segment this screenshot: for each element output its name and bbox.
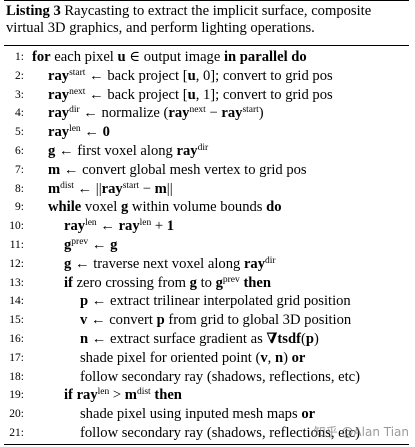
line-code: raynext ← back project [u, 1]; convert t… (48, 86, 333, 103)
line-number: 13: (9, 276, 24, 289)
watermark: 知乎 @Alan Tian (313, 425, 409, 439)
line-code: if raylen > mdist then (64, 387, 182, 404)
line-code: for each pixel u ∈ output image in paral… (32, 49, 307, 65)
line-number: 2: (15, 69, 24, 82)
line-code: raydir ← normalize (raynext − raystart) (48, 105, 264, 122)
line-number: 9: (15, 201, 24, 214)
line-number: 20: (9, 408, 24, 421)
line-number: 16: (9, 333, 24, 345)
line-number: 18: (9, 370, 24, 383)
listing-caption: Listing 3 Raycasting to extract the impl… (6, 3, 408, 37)
line-number: 4: (15, 107, 24, 120)
line-number: 11: (9, 239, 24, 251)
line-number: 1: (15, 51, 24, 63)
line-number: 17: (9, 351, 24, 364)
caption-rule (4, 45, 409, 46)
line-code: p ← extract trilinear interpolated grid … (80, 293, 351, 310)
line-number: 5: (15, 126, 24, 139)
line-number: 12: (9, 257, 24, 270)
line-number: 21: (9, 427, 24, 439)
line-number: 7: (15, 163, 24, 176)
line-code: if zero crossing from g to gprev then (64, 274, 272, 291)
listing-caption-text: Raycasting to extract the implicit surfa… (6, 3, 372, 36)
line-code: n ← extract surface gradient as ∇tsdf(p) (80, 331, 319, 347)
line-code: mdist ← ||raystart − m|| (48, 180, 173, 197)
line-number: 8: (15, 182, 24, 195)
line-number: 15: (9, 314, 24, 327)
line-number: 10: (9, 220, 24, 233)
line-number: 3: (15, 88, 24, 101)
line-code: raystart ← back project [u, 0]; convert … (48, 67, 333, 84)
line-number: 14: (9, 295, 24, 308)
line-code: g ← first voxel along raydir (48, 143, 209, 159)
line-code: gprev ← g (64, 237, 118, 253)
line-code: raylen ← raylen + 1 (64, 218, 175, 235)
line-code: raylen ← 0 (48, 124, 110, 141)
line-number: 19: (9, 389, 24, 402)
line-number: 6: (15, 145, 24, 157)
listing-label: Listing 3 (6, 3, 61, 19)
line-code: v ← convert p from grid to global 3D pos… (80, 312, 352, 329)
line-code: m ← convert global mesh vertex to grid p… (48, 161, 307, 178)
line-code: while voxel g within volume bounds do (48, 199, 282, 216)
line-code: shade pixel using inputed mesh maps or (80, 406, 316, 423)
line-code: shade pixel for oriented point (v, n) or (80, 349, 306, 366)
bottom-rule (4, 444, 409, 445)
top-rule (4, 0, 409, 1)
line-code: follow secondary ray (shadows, reflectio… (80, 425, 361, 441)
line-code: g ← traverse next voxel along raydir (64, 255, 276, 272)
line-code: follow secondary ray (shadows, reflectio… (80, 368, 361, 385)
